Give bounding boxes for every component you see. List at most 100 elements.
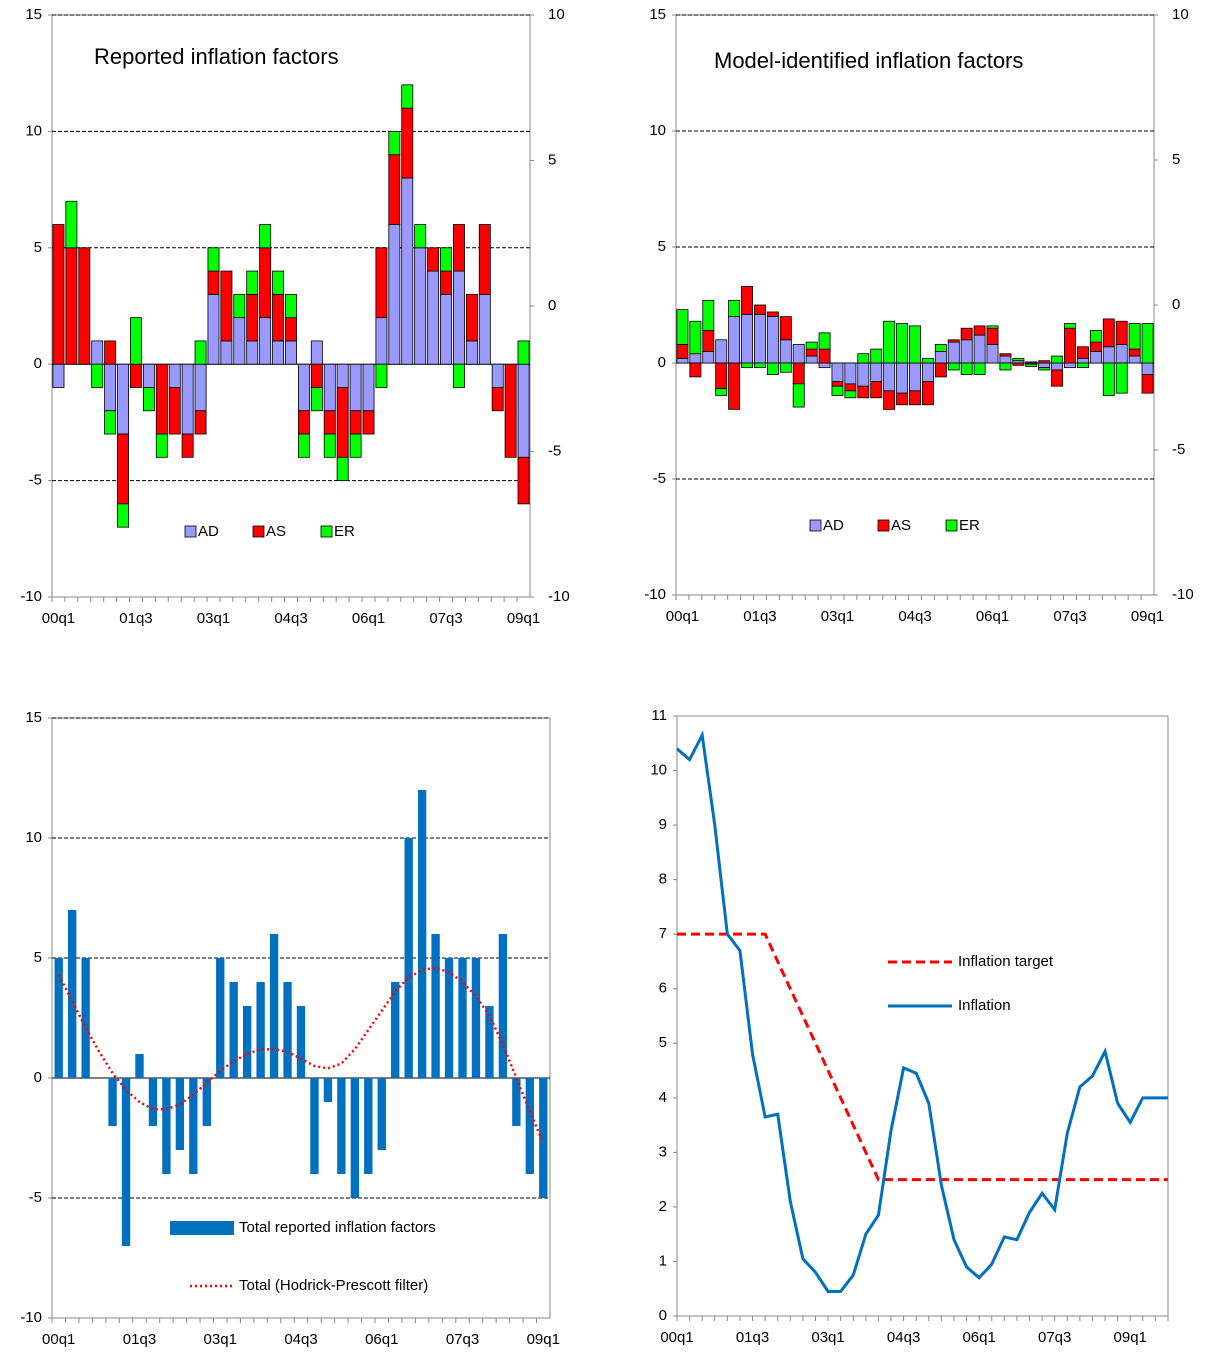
y-tick-label: 10 [25, 829, 42, 846]
bar-segment [272, 340, 285, 365]
bar-segment [336, 456, 349, 482]
legend-label: AD [823, 517, 844, 534]
bar-segment [104, 340, 117, 365]
bar-segment [766, 311, 779, 317]
bar-segment [934, 344, 947, 352]
y-tick-label: 9 [659, 816, 667, 833]
y-tick-label: 10 [650, 762, 667, 779]
bar-segment [168, 387, 181, 435]
x-tick-label: 06q1 [976, 608, 1009, 625]
legend-label: Total (Hodrick-Prescott filter) [239, 1277, 428, 1294]
bar-segment [754, 362, 766, 369]
bar-segment [986, 344, 999, 364]
bar-segment [818, 348, 831, 364]
x-tick-label: 03q1 [197, 610, 230, 627]
bar [216, 958, 225, 1078]
legend-swatch [809, 519, 822, 532]
y-tick-label: 1 [659, 1252, 667, 1269]
y-tick-label: 15 [25, 709, 42, 726]
bar-segment [1128, 355, 1141, 364]
bar-segment [728, 362, 741, 410]
x-tick-label: 04q3 [274, 610, 307, 627]
bar-segment [440, 270, 452, 295]
bar [323, 1078, 333, 1102]
bar [391, 982, 400, 1078]
bar-segment [921, 357, 934, 364]
bar [283, 982, 292, 1078]
bar-segment [986, 327, 999, 345]
bar-segment [259, 224, 272, 249]
bar-segment [414, 247, 427, 365]
x-tick-label: 04q3 [284, 1331, 317, 1348]
bar-segment [715, 388, 728, 396]
x-tick-label: 00q1 [42, 610, 75, 627]
bar-segment [440, 293, 452, 365]
bar-segment [973, 362, 986, 376]
bar-segment [766, 316, 779, 364]
y-tick-label: 7 [659, 925, 667, 942]
legend-swatch [877, 519, 890, 532]
bar-segment [207, 247, 220, 272]
x-tick-label: 00q1 [42, 1331, 75, 1348]
y2-tick-label: 0 [548, 297, 556, 314]
bar-segment [857, 362, 870, 387]
y-tick-label: 0 [659, 1307, 667, 1324]
bar-segment [1038, 362, 1051, 369]
bar [242, 1006, 252, 1078]
bar [296, 1006, 306, 1078]
bar [539, 1078, 548, 1198]
bar [81, 958, 90, 1078]
bar [404, 838, 413, 1078]
bar [431, 934, 440, 1078]
chart-title: Reported inflation factors [94, 44, 339, 69]
y-tick-label: 0 [34, 355, 42, 372]
bar-segment [934, 362, 947, 378]
bar-segment [831, 362, 844, 382]
bar-segment [52, 224, 65, 365]
bar-segment [65, 200, 78, 249]
bar-segment [896, 362, 909, 394]
bar-segment [504, 363, 517, 458]
bar-segment [168, 363, 181, 388]
x-tick-label: 07q3 [1038, 1329, 1071, 1346]
bar [135, 1054, 144, 1078]
y2-tick-label: 10 [1172, 6, 1189, 23]
y-tick-label: 0 [34, 1069, 42, 1086]
bar [377, 1078, 386, 1150]
bar-segment [1064, 327, 1076, 364]
y-tick-label: -5 [29, 1189, 42, 1206]
bar-segment [78, 247, 91, 365]
bar-segment [870, 362, 883, 382]
bar-segment [181, 363, 194, 435]
bar-segment [246, 270, 259, 295]
bar-segment [844, 390, 857, 399]
x-tick-label: 03q1 [821, 608, 854, 625]
y2-tick-label: -5 [1172, 441, 1185, 458]
bar-segment [233, 293, 246, 319]
x-tick-label: 06q1 [352, 610, 385, 627]
y-tick-label: 11 [651, 707, 667, 724]
bar-segment [676, 309, 689, 345]
y-tick-label: -5 [29, 472, 42, 489]
bar-segment [336, 363, 349, 388]
legend-label: Inflation target [958, 953, 1054, 970]
bar-segment [1102, 346, 1115, 364]
bar-segment [220, 340, 233, 365]
bar-segment [909, 362, 921, 392]
legend-swatch [320, 525, 333, 538]
bar-segment [401, 84, 414, 109]
bar-segment [857, 385, 870, 399]
bar-segment [831, 381, 844, 387]
bar-segment [779, 362, 792, 373]
bar-segment [142, 387, 155, 412]
bar-segment [728, 299, 741, 317]
bar-segment [909, 390, 921, 406]
bar-segment [1128, 348, 1141, 357]
bar-segment [427, 247, 440, 272]
bar-segment [870, 381, 883, 399]
bar-segment [285, 293, 297, 319]
bar-segment [181, 433, 194, 458]
bar-segment [323, 433, 336, 458]
legend-label: AS [266, 523, 286, 540]
bar-segment [999, 353, 1012, 357]
